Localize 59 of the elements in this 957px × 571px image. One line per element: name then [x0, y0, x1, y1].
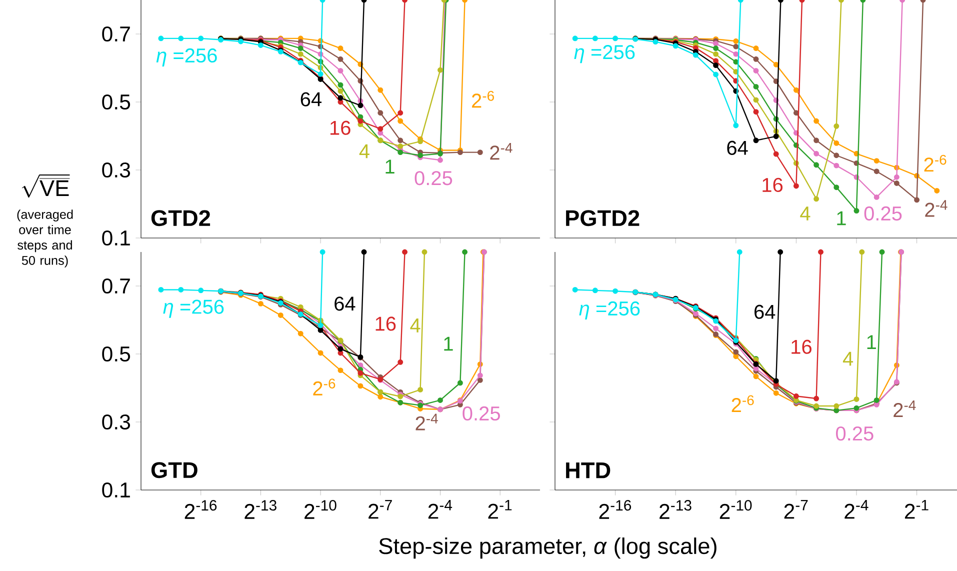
series-label: 4: [800, 206, 810, 220]
x-tick-label: 2$^{-4}$: [428, 500, 452, 519]
y-tick-label: 0.1: [102, 482, 130, 498]
y-tick-label: 0.3: [102, 414, 130, 430]
series-label: 16: [792, 340, 812, 354]
y-tick-label: 0.5: [102, 346, 130, 362]
x-tick-label: 2$^{-10}$: [720, 500, 752, 519]
series-label: 16: [376, 316, 396, 331]
series-label: 0.25: [414, 171, 452, 186]
x-tick-label: 2$^{-1}$: [488, 500, 512, 519]
series-label: 16: [762, 178, 783, 192]
series-label: 4: [410, 318, 420, 332]
x-tick-label: 2$^{-10}$: [304, 500, 336, 519]
x-tick-label: 2$^{-16}$: [184, 500, 217, 519]
series-label: η =256: [574, 44, 635, 64]
series-label: 0.25: [836, 426, 874, 441]
text: (averaged over time steps and 50 runs): [17, 210, 73, 268]
x-tick-label: 2$^{-16}$: [599, 500, 632, 519]
x-tick-label: 2$^{-7}$: [784, 500, 808, 519]
text: GTD: [151, 462, 198, 478]
x-tick-label: 2$^{-7}$: [368, 500, 392, 519]
series-label: η =256: [579, 301, 640, 320]
series-label: 0.25: [462, 406, 500, 421]
series-label: 64: [334, 296, 356, 311]
series-label: 64: [300, 92, 322, 106]
series-label: 0.25: [864, 206, 902, 221]
series-label: η =256: [163, 300, 224, 318]
x-tick-label: 2$^{-13}$: [244, 500, 276, 519]
y-tick-label: 0.7: [102, 278, 130, 294]
y-tick-label: 0.1: [102, 230, 130, 246]
series-label: 1: [837, 211, 846, 226]
series-label: η =256: [156, 48, 217, 67]
series-label: 2$^{-4}$: [925, 200, 948, 217]
series-label: 1: [867, 335, 876, 349]
text: HTD: [566, 462, 610, 478]
x-axis-title: Step-size parameter, α (log scale): [379, 538, 716, 559]
series-label: 16: [330, 120, 350, 135]
y-tick-label: 0.5: [102, 94, 130, 110]
series-label: 64: [754, 304, 776, 319]
text: PGTD2: [566, 210, 640, 226]
series-label: 2$^{-6}$: [313, 378, 336, 396]
series-label: 4: [359, 144, 370, 158]
y-axis-title: $\sqrt{\overline{\mathrm{VE}}}$: [22, 174, 70, 198]
series-label: 2$^{-6}$: [732, 395, 754, 412]
series-label: 64: [727, 140, 748, 155]
series-label: 2$^{-4}$: [894, 400, 916, 418]
x-tick-label: 2$^{-13}$: [660, 500, 692, 519]
series-label: 1: [444, 336, 453, 351]
text: GTD2: [151, 210, 210, 226]
y-tick-label: 0.3: [102, 162, 130, 178]
series-label: 1: [386, 160, 394, 174]
series-label: 2$^{-4}$: [416, 414, 438, 430]
x-tick-label: 2$^{-4}$: [844, 500, 868, 519]
series-label: 2$^{-6}$: [924, 154, 946, 172]
series-label: 2$^{-4}$: [490, 143, 512, 160]
x-tick-label: 2$^{-1}$: [904, 500, 928, 519]
series-label: 2$^{-6}$: [472, 90, 494, 108]
series-label: 4: [842, 352, 854, 366]
y-tick-label: 0.7: [102, 26, 130, 42]
